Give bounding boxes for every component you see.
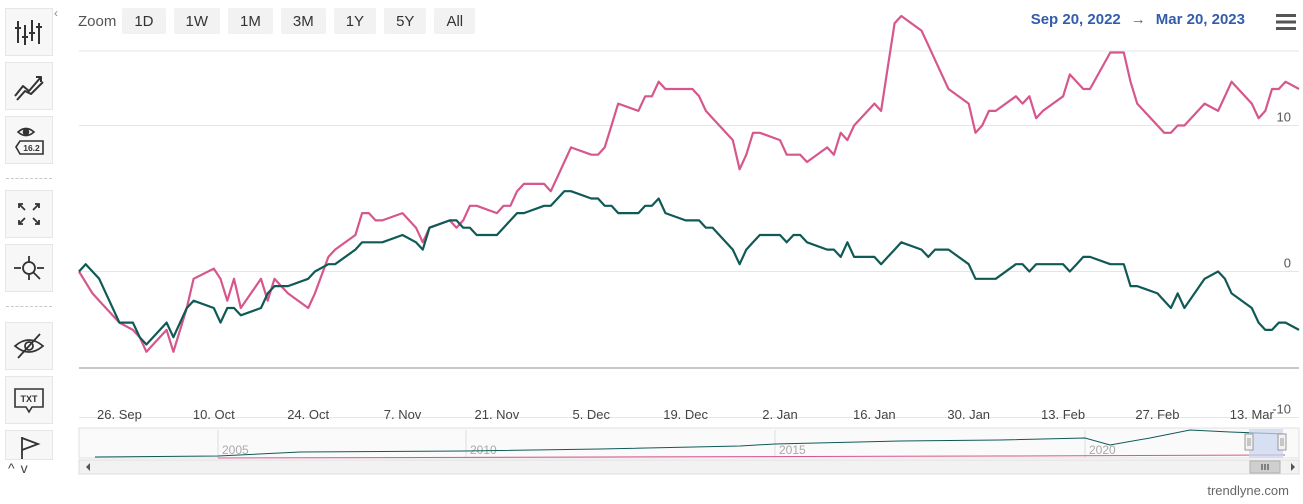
collapse-toolbar-icon[interactable]: ‹ — [54, 6, 58, 20]
range-button-all[interactable]: All — [434, 8, 476, 34]
gridlines — [79, 50, 1299, 418]
hamburger-menu-icon[interactable] — [1275, 12, 1297, 32]
series-line-1 — [78, 14, 1300, 353]
navigator-series-1 — [94, 429, 1286, 458]
txt-label: TXT — [21, 394, 39, 404]
x-tick-label: 13. Mar — [1230, 407, 1275, 422]
navigator: 2005 2010 2015 2020 — [78, 427, 1300, 475]
x-tick-label: 21. Nov — [474, 407, 519, 422]
date-to[interactable]: Mar 20, 2023 — [1155, 11, 1245, 28]
x-tick-label: 27. Feb — [1135, 407, 1179, 422]
navigator-handle — [1277, 433, 1287, 451]
toolbar-scroll-arrows[interactable]: ^v — [8, 460, 34, 476]
range-button-1y[interactable]: 1Y — [333, 8, 377, 34]
hide-drawings-button[interactable] — [5, 322, 53, 370]
series-lines — [78, 14, 1300, 353]
navigator-year-label: 2015 — [779, 443, 806, 457]
x-tick-label: 16. Jan — [853, 407, 896, 422]
range-selector: Zoom 1D 1W 1M 3M 1Y 5Y All — [78, 8, 483, 34]
navigator-year-label: 2010 — [470, 443, 497, 457]
x-tick-label: 19. Dec — [663, 407, 708, 422]
x-tick-label: 10. Oct — [193, 407, 235, 422]
y-tick-label: 0 — [1284, 256, 1291, 271]
x-tick-label: 2. Jan — [762, 407, 797, 422]
navigator-year-label: 2020 — [1089, 443, 1116, 457]
series-line-2 — [78, 190, 1300, 346]
navigator-scrollbar — [78, 459, 1300, 475]
navigator-year-label: 2005 — [222, 443, 249, 457]
flag-icon — [21, 437, 41, 459]
navigator-selection — [1249, 429, 1283, 458]
range-button-3m[interactable]: 3M — [280, 8, 326, 34]
x-tick-label: 30. Jan — [947, 407, 990, 422]
x-axis-labels: 26. Sep 10. Oct 24. Oct 7. Nov 21. Nov 5. Dec… — [97, 407, 1274, 422]
y-tick-label: 10 — [1277, 110, 1291, 125]
y-axis-labels: 20100-10 — [1272, 110, 1291, 417]
toolbar-divider — [6, 178, 52, 179]
label-value-text: 16.2 — [23, 143, 40, 153]
label-value-button[interactable]: 16.2 — [5, 116, 53, 164]
range-button-1d[interactable]: 1D — [122, 8, 166, 34]
range-button-1m[interactable]: 1M — [228, 8, 273, 34]
x-tick-label: 24. Oct — [287, 407, 329, 422]
chevron-down-icon[interactable]: v — [20, 460, 34, 476]
drawing-toolbar: ‹ 16.2 — [0, 0, 60, 504]
indicators-icon — [15, 20, 42, 45]
indicators-button[interactable] — [5, 8, 53, 56]
x-tick-label: 5. Dec — [572, 407, 610, 422]
arrow-right-icon: → — [1130, 11, 1146, 28]
date-from[interactable]: Sep 20, 2022 — [1030, 11, 1121, 28]
date-range-display: Sep 20, 2022 → Mar 20, 2023 — [1031, 11, 1245, 28]
crosshair-icon — [14, 256, 44, 280]
text-annotation-button[interactable]: TXT — [5, 376, 53, 424]
y-tick-label: -10 — [1272, 402, 1291, 417]
x-tick-label: 26. Sep — [97, 407, 142, 422]
zoom-label: Zoom — [78, 12, 117, 30]
label-value-icon: 16.2 — [15, 127, 44, 155]
chevron-up-icon[interactable]: ^ — [8, 460, 21, 476]
fullscreen-icon — [18, 203, 40, 225]
text-annotation-icon: TXT — [14, 388, 44, 414]
scroll-right-icon — [1291, 463, 1295, 471]
range-button-1w[interactable]: 1W — [173, 8, 221, 34]
navigator-handle — [1244, 433, 1254, 451]
x-tick-label: 13. Feb — [1041, 407, 1085, 422]
compare-button[interactable] — [5, 62, 53, 110]
scroll-left-icon — [86, 463, 90, 471]
range-button-5y[interactable]: 5Y — [384, 8, 427, 34]
navigator-series-2 — [217, 454, 1286, 459]
fullscreen-button[interactable] — [5, 190, 53, 238]
hide-icon — [13, 333, 45, 359]
toolbar-divider — [6, 306, 52, 307]
flag-button[interactable] — [5, 430, 53, 460]
crosshair-button[interactable] — [5, 244, 53, 292]
x-tick-label: 7. Nov — [384, 407, 422, 422]
compare-icon — [14, 76, 44, 101]
credit-link[interactable]: trendlyne.com — [1207, 483, 1289, 498]
